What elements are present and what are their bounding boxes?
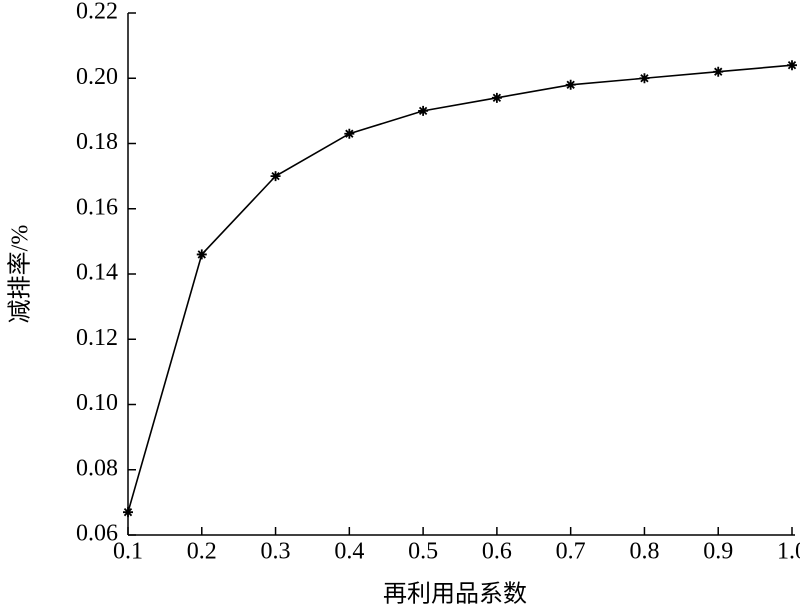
marker: [123, 507, 133, 518]
y-axis-label: 减排率/%: [7, 225, 34, 324]
x-tick-label: 0.9: [703, 539, 733, 565]
x-tick-label: 0.6: [482, 539, 512, 565]
marker: [565, 79, 576, 90]
y-tick-label: 0.06: [76, 521, 118, 547]
y-tick-label: 0.14: [76, 260, 118, 286]
marker: [196, 249, 207, 260]
x-axis-label: 再利用品系数: [383, 581, 527, 608]
y-tick-label: 0.12: [76, 325, 118, 351]
marker: [713, 66, 724, 77]
marker: [639, 73, 650, 84]
marker: [418, 105, 429, 116]
y-tick-label: 0.08: [76, 455, 118, 481]
x-tick-label: 0.3: [261, 539, 291, 565]
marker: [491, 92, 502, 103]
y-tick-label: 0.22: [76, 0, 118, 25]
line: [127, 64, 793, 513]
marker: [344, 128, 355, 139]
x-tick-label: 0.1: [113, 539, 143, 565]
marker: [270, 171, 281, 182]
x-tick-label: 0.5: [408, 539, 438, 565]
marker: [787, 60, 797, 71]
x-tick-label: 1.0: [777, 539, 800, 565]
x-tick-label: 0.2: [187, 539, 217, 565]
x-tick-label: 0.7: [556, 539, 586, 565]
x-tick-label: 0.4: [334, 539, 364, 565]
x-tick-label: 0.8: [629, 539, 659, 565]
y-tick-label: 0.10: [76, 390, 118, 416]
y-tick-label: 0.20: [76, 64, 118, 90]
y-tick-label: 0.16: [76, 194, 118, 220]
y-tick-label: 0.18: [76, 129, 118, 155]
